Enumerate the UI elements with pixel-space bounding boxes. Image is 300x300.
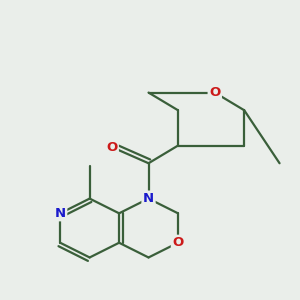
Text: N: N: [55, 207, 66, 220]
Text: O: O: [106, 141, 117, 154]
Text: O: O: [172, 236, 184, 249]
Text: N: N: [143, 192, 154, 205]
Text: O: O: [209, 86, 220, 99]
